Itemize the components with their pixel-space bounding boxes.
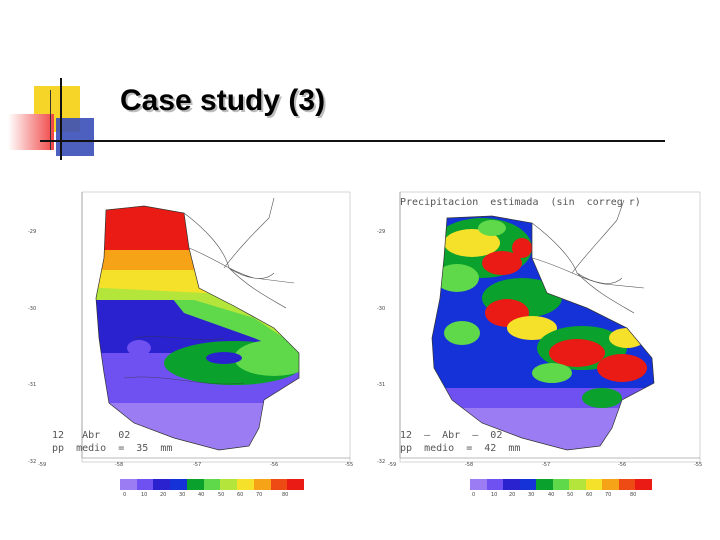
colorbar-label: 10 — [141, 492, 148, 498]
slide-title: Case study (3) — [120, 84, 326, 117]
map-right-colorbar — [470, 479, 653, 490]
map-left-caption-mean: pp medio = 35 mm — [52, 443, 173, 454]
colorbar-swatch — [270, 479, 288, 490]
ornament-red-square — [8, 114, 54, 150]
colorbar-label: 30 — [528, 492, 535, 498]
colorbar-swatch — [602, 479, 619, 490]
colorbar-label: 0 — [123, 492, 127, 498]
map-left-colorbar — [120, 479, 305, 490]
map-right-lon-tick: -59 — [388, 462, 397, 468]
colorbar-swatch — [618, 479, 636, 490]
colorbar-swatch — [486, 479, 504, 490]
precipitation-map-interpolated — [24, 188, 364, 478]
map-right-caption-mean: pp medio = 42 mm — [400, 443, 521, 454]
map-left-lon-tick: -56 — [270, 462, 279, 468]
colorbar-swatch — [136, 479, 154, 490]
map-left-lon-tick: -58 — [115, 462, 124, 468]
colorbar-swatch — [503, 479, 520, 490]
colorbar-label: 70 — [256, 492, 263, 498]
map-right-lon-tick: -57 — [542, 462, 551, 468]
colorbar-label: 20 — [509, 492, 516, 498]
map-left-lon-tick: -55 — [345, 462, 354, 468]
colorbar-label: 60 — [586, 492, 593, 498]
colorbar-label: 0 — [472, 492, 476, 498]
precipitation-map-estimated — [372, 188, 712, 478]
map-left-lat-tick: -29 — [28, 229, 37, 235]
colorbar-label: 50 — [218, 492, 225, 498]
map-left-lat-tick: -31 — [28, 382, 37, 388]
ornament-vertical-line-2 — [50, 90, 51, 150]
colorbar-swatch — [470, 479, 487, 490]
map-left-lat-tick: -32 — [28, 459, 37, 465]
map-left-lon-tick: -59 — [38, 462, 47, 468]
colorbar-swatch — [153, 479, 171, 490]
colorbar-swatch — [519, 479, 537, 490]
title-underline — [40, 140, 665, 142]
colorbar-swatch — [220, 479, 238, 490]
ornament-blue-square — [56, 118, 94, 156]
colorbar-label: 40 — [548, 492, 555, 498]
colorbar-label: 70 — [605, 492, 612, 498]
map-right-header: Precipitacion estimada (sin correg r) — [400, 197, 641, 208]
colorbar-swatch — [170, 479, 187, 490]
map-right-lat-tick: -30 — [377, 306, 386, 312]
colorbar-swatch — [237, 479, 254, 490]
map-right-caption-date: 12 – Abr – 02 — [400, 430, 503, 441]
colorbar-label: 30 — [179, 492, 186, 498]
colorbar-swatch — [569, 479, 586, 490]
ornament-vertical-line — [60, 78, 62, 160]
colorbar-label: 10 — [491, 492, 498, 498]
colorbar-swatch — [203, 479, 221, 490]
map-right-lon-tick: -55 — [694, 462, 703, 468]
colorbar-swatch — [253, 479, 271, 490]
colorbar-swatch — [120, 479, 137, 490]
colorbar-label: 40 — [198, 492, 205, 498]
map-left-lon-tick: -57 — [193, 462, 202, 468]
colorbar-swatch — [585, 479, 603, 490]
colorbar-label: 80 — [630, 492, 637, 498]
map-right-lon-tick: -56 — [618, 462, 627, 468]
map-right-lat-tick: -31 — [377, 382, 386, 388]
colorbar-swatch — [635, 479, 653, 490]
map-right-lat-tick: -32 — [377, 459, 386, 465]
map-left-caption-date: 12 Abr 02 — [52, 430, 131, 441]
colorbar-swatch — [287, 479, 305, 490]
colorbar-label: 20 — [160, 492, 167, 498]
colorbar-label: 60 — [237, 492, 244, 498]
colorbar-swatch — [552, 479, 570, 490]
colorbar-swatch — [536, 479, 553, 490]
colorbar-label: 50 — [567, 492, 574, 498]
map-right-lon-tick: -58 — [465, 462, 474, 468]
map-left-lat-tick: -30 — [28, 306, 37, 312]
colorbar-swatch — [186, 479, 204, 490]
colorbar-label: 80 — [282, 492, 289, 498]
map-right-lat-tick: -29 — [377, 229, 386, 235]
